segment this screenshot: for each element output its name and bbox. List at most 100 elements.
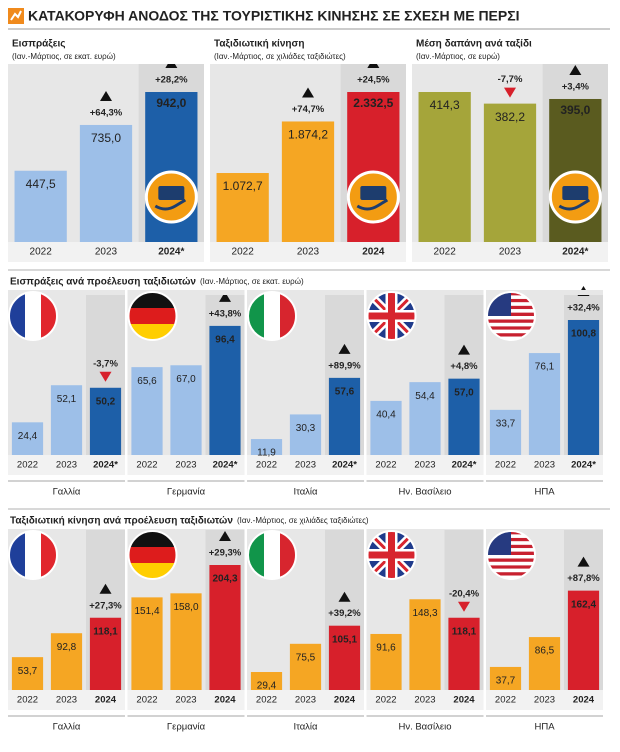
value-label: 57,6 [335, 386, 355, 397]
country-label: ΗΠΑ [534, 487, 555, 498]
change-label: +74,7% [292, 104, 325, 115]
value-label: 158,0 [173, 602, 198, 613]
value-label: 148,3 [412, 608, 437, 619]
change-label: +43,8% [209, 308, 242, 319]
bar [11, 657, 44, 690]
flag-stripe [487, 555, 535, 559]
flag-stripe [487, 568, 535, 573]
group-bg-top [127, 290, 245, 295]
value-label: 29,4 [257, 681, 277, 692]
year-strip [366, 455, 484, 475]
year-label: 2022 [136, 695, 157, 706]
change-label: -3,7% [93, 358, 118, 369]
year-label: 2022 [434, 247, 457, 258]
value-label: 53,7 [18, 666, 38, 677]
panel-header [210, 34, 406, 64]
flag-stripe [487, 565, 535, 569]
year-strip [247, 455, 364, 475]
bar [131, 367, 163, 455]
flag-stripe [487, 561, 535, 566]
value-label: 942,0 [156, 96, 186, 110]
flag-stripe [487, 322, 535, 327]
flag-band [264, 531, 280, 579]
icon-shape [562, 186, 589, 200]
value-label: 2.332,5 [353, 96, 393, 110]
year-strip [486, 455, 603, 475]
year-label: 2022 [256, 695, 277, 706]
bar [328, 377, 361, 455]
flag [487, 531, 535, 579]
year-label: 2022 [256, 460, 277, 471]
year-strip [366, 690, 484, 710]
value-label: 52,1 [57, 394, 77, 405]
flag [367, 292, 416, 340]
flag-stripe [487, 333, 535, 337]
icon-hand [356, 198, 389, 211]
panel-title: Μέση δαπάνη ανά ταξίδι [416, 39, 532, 50]
change-label: +24,5% [357, 75, 390, 86]
bar [89, 387, 122, 455]
year-strip [127, 455, 245, 475]
flag-stripe [487, 326, 535, 330]
section-subtitle: (Ιαν.-Μάρτιος, σε χιλιάδες ταξιδιώτες) [237, 516, 369, 525]
flag-rim [127, 291, 178, 341]
change-arrow-up [577, 556, 590, 567]
value-label: 30,3 [296, 423, 316, 434]
change-label: +39,2% [328, 608, 361, 619]
flag-band [128, 547, 177, 563]
value-label: 40,4 [376, 410, 396, 421]
year-strip [8, 455, 125, 475]
group-bg-top [366, 290, 484, 295]
value-label: 105,1 [332, 634, 357, 645]
bar [250, 439, 283, 455]
value-label: 92,8 [57, 642, 77, 653]
change-arrow-up [338, 343, 351, 354]
year-label: 2024 [214, 695, 236, 706]
bar [370, 400, 402, 455]
value-label: 86,5 [535, 646, 555, 657]
value-label: 96,4 [215, 335, 235, 346]
change-arrow-down [99, 371, 112, 382]
bar [528, 353, 561, 455]
bar [209, 565, 241, 690]
bar [89, 617, 122, 690]
year-label: 2024* [562, 247, 588, 258]
bar [448, 378, 480, 455]
change-arrow-up [302, 87, 314, 98]
change-label: +28,2% [155, 75, 188, 86]
bar [50, 385, 83, 455]
bar [567, 590, 600, 690]
main-title: ΚΑΤΑΚΟΡΥΦΗ ΑΝΟΔΟΣ ΤΗΣ ΤΟΥΡΙΣΤΙΚΗΣ ΚΙΝΗΣΗ… [28, 8, 520, 24]
group-bg-top [247, 290, 364, 295]
flag-stripe [487, 319, 535, 323]
flag-band [264, 292, 280, 340]
group-bg-top [366, 529, 484, 530]
bar [489, 666, 522, 690]
change-arrow-down [504, 87, 516, 98]
bar [489, 409, 522, 455]
year-strip [8, 242, 204, 262]
bar [289, 414, 322, 455]
bar [281, 121, 335, 242]
year-label: 2023 [499, 247, 522, 258]
value-label: 57,0 [454, 387, 474, 398]
bar [79, 124, 133, 242]
year-label: 2024 [334, 695, 356, 706]
change-arrow-down [458, 601, 470, 612]
year-label: 2022 [136, 460, 157, 471]
value-label: 50,2 [96, 396, 116, 407]
country-label: Ιταλία [293, 487, 318, 498]
year-label: 2024* [158, 247, 184, 258]
country-label: Γαλλία [53, 487, 81, 498]
country-label: Γερμανία [167, 722, 206, 733]
panel-subtitle: (Ιαν.-Μάρτιος, σε ευρώ) [416, 52, 500, 61]
year-label: 2023 [95, 247, 118, 258]
year-strip [486, 690, 603, 710]
year-label: 2024 [95, 695, 117, 706]
year-label: 2022 [17, 460, 38, 471]
change-arrow-up [569, 64, 582, 75]
flag-rim [127, 530, 178, 580]
year-label: 2024 [453, 695, 475, 706]
change-label: +89,9% [328, 360, 361, 371]
